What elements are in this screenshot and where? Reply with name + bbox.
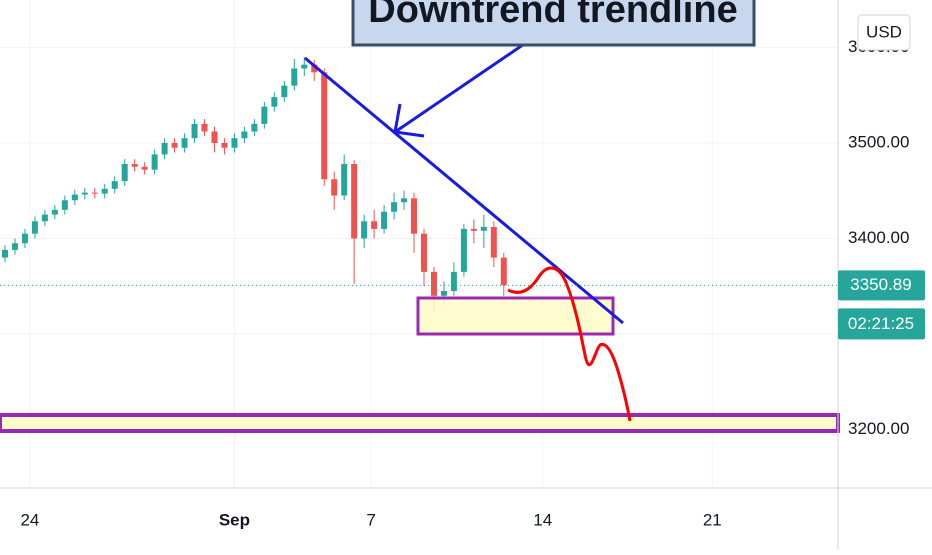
forecast-path — [507, 266, 632, 422]
candle-body — [251, 123, 258, 132]
candle-body — [401, 198, 408, 203]
y-tick-label: 3400.00 — [848, 228, 909, 247]
candle-body — [111, 181, 118, 189]
candle-body — [480, 227, 487, 231]
grid — [0, 0, 838, 488]
x-tick-label: 24 — [20, 510, 39, 529]
last-price-badge — [838, 270, 925, 301]
axis-labels: 3200.003300.003400.003500.003600.0024Sep… — [20, 37, 909, 530]
candle-body — [301, 64, 308, 69]
candle-body — [191, 123, 198, 139]
candle-body — [231, 138, 238, 148]
y-tick-label: 3500.00 — [848, 132, 909, 151]
candle-body — [331, 179, 338, 196]
x-tick-label: Sep — [219, 510, 250, 529]
trendline — [304, 56, 624, 325]
x-tick-label: 21 — [703, 510, 722, 529]
currency-badge[interactable] — [857, 14, 911, 51]
candle-body — [500, 257, 507, 286]
candle-body — [321, 72, 328, 180]
candle-body — [430, 271, 437, 296]
candle-body — [71, 194, 78, 201]
arrow-head — [393, 103, 425, 138]
candle-body — [490, 227, 497, 258]
currency: USD — [866, 22, 902, 41]
x-tick-label: 7 — [366, 510, 375, 529]
candle-body — [241, 131, 248, 139]
candle-body — [361, 221, 368, 239]
x-tick-label: 14 — [533, 510, 552, 529]
candle-body — [161, 142, 168, 155]
candle-body — [351, 163, 358, 239]
candle-body — [31, 221, 38, 234]
candle-body — [21, 233, 28, 244]
candle-body — [291, 68, 298, 86]
candle-body — [460, 228, 467, 272]
candle-body — [470, 228, 477, 231]
candle-body — [221, 142, 228, 148]
candle-body — [101, 188, 108, 194]
candle-body — [121, 163, 128, 182]
candle-body — [381, 211, 388, 229]
candle-body — [341, 163, 348, 196]
candle-body — [311, 64, 318, 73]
candle-body — [1, 249, 8, 258]
last-price: 3350.89 — [850, 275, 911, 294]
candle-body — [141, 166, 148, 170]
candle-body — [41, 214, 48, 222]
candle-body — [411, 198, 418, 234]
arrow — [394, 36, 534, 134]
candle-body — [281, 85, 288, 98]
annotation: Downtrend trendline — [368, 0, 737, 31]
countdown: 02:21:25 — [848, 314, 914, 333]
candle-body — [201, 123, 208, 132]
candle-body — [171, 142, 178, 148]
candles — [1, 57, 507, 311]
candle-body — [81, 192, 88, 195]
candle-body — [371, 221, 378, 229]
candle-body — [211, 131, 218, 143]
countdown-badge — [838, 308, 925, 340]
candle-body — [261, 106, 268, 124]
candle-body — [131, 163, 138, 167]
candle-body — [61, 200, 68, 210]
candle-body — [11, 243, 18, 250]
candle-body — [271, 97, 278, 107]
candle-body — [181, 138, 188, 148]
candle-body — [151, 154, 158, 170]
support-zone — [0, 413, 840, 433]
candle-body — [91, 192, 98, 194]
demand-box — [416, 296, 615, 336]
candle-body — [440, 290, 447, 296]
candle-body — [450, 271, 457, 291]
annotation-box — [351, 0, 756, 47]
candle-body — [391, 202, 398, 212]
y-tick-label: 3200.00 — [848, 419, 909, 438]
candle-body — [51, 209, 58, 215]
candle-body — [420, 233, 427, 272]
